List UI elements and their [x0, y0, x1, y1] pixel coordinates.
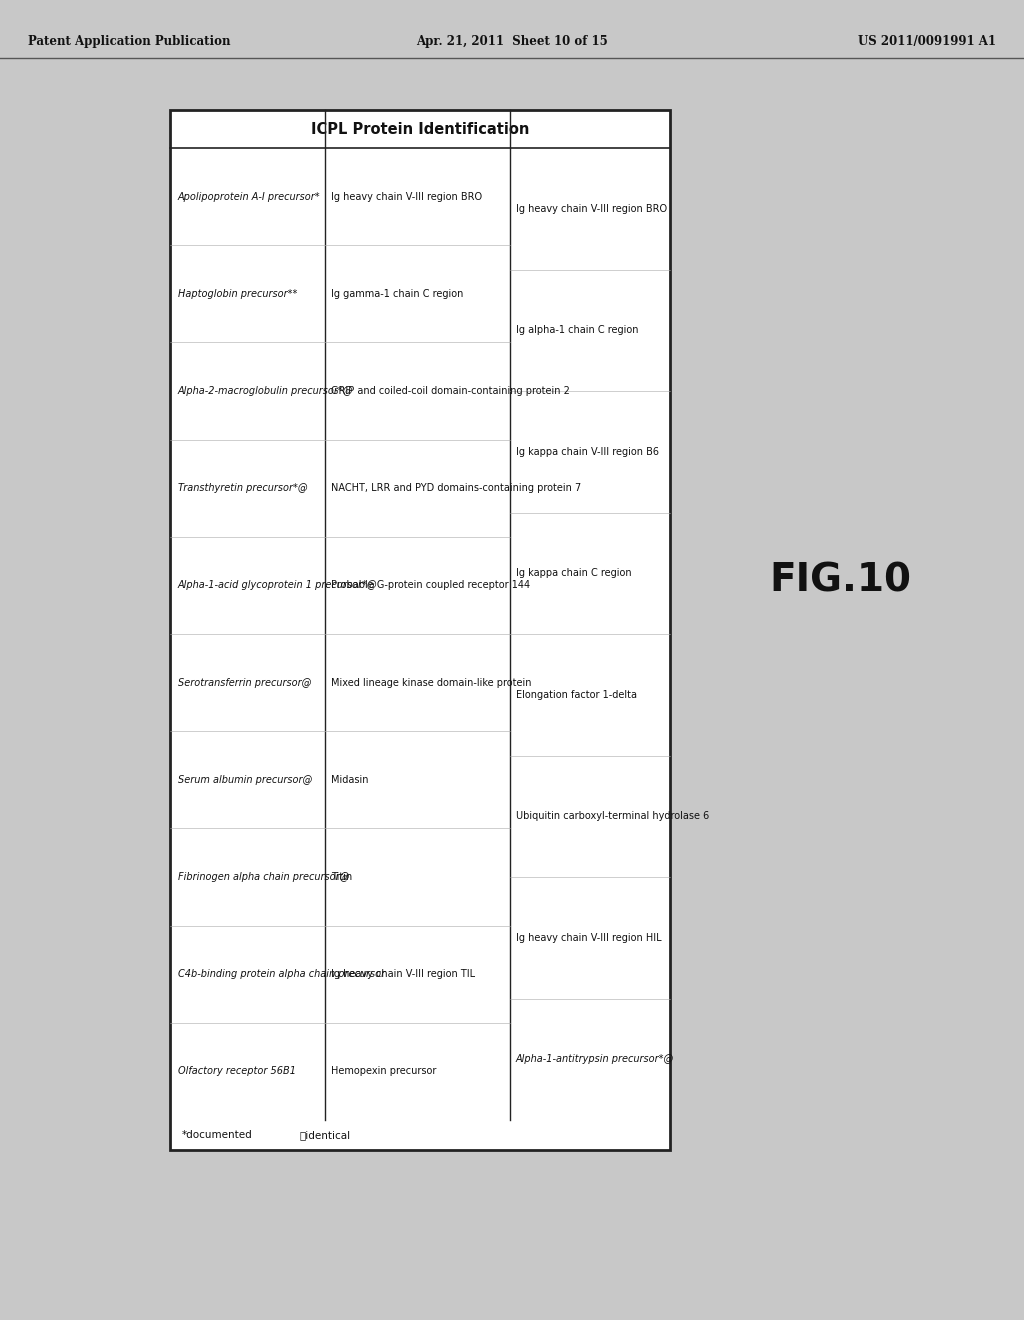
- Text: Ig alpha-1 chain C region: Ig alpha-1 chain C region: [516, 325, 639, 335]
- Text: C4b-binding protein alpha chain precursor: C4b-binding protein alpha chain precurso…: [178, 969, 385, 979]
- Text: Ig heavy chain V-III region BRO: Ig heavy chain V-III region BRO: [516, 203, 667, 214]
- Text: Ig kappa chain V-III region B6: Ig kappa chain V-III region B6: [516, 446, 659, 457]
- Text: Serum albumin precursor@: Serum albumin precursor@: [178, 775, 312, 785]
- Text: Alpha-1-antitrypsin precursor*@: Alpha-1-antitrypsin precursor*@: [516, 1055, 674, 1064]
- Text: Ig heavy chain V-III region TIL: Ig heavy chain V-III region TIL: [331, 969, 475, 979]
- Text: Hemopexin precursor: Hemopexin precursor: [331, 1067, 436, 1076]
- Text: Ig heavy chain V-III region BRO: Ig heavy chain V-III region BRO: [331, 191, 482, 202]
- Bar: [170, 110, 670, 1150]
- Text: Patent Application Publication: Patent Application Publication: [28, 36, 230, 49]
- Text: Ig gamma-1 chain C region: Ig gamma-1 chain C region: [331, 289, 464, 298]
- Text: Haptoglobin precursor**: Haptoglobin precursor**: [178, 289, 297, 298]
- Text: Fibrinogen alpha chain precursor@: Fibrinogen alpha chain precursor@: [178, 873, 349, 882]
- Text: Midasin: Midasin: [331, 775, 369, 785]
- Text: Titin: Titin: [331, 873, 352, 882]
- Text: Ⓢidentical: Ⓢidentical: [300, 1130, 351, 1140]
- Text: Probable G-protein coupled receptor 144: Probable G-protein coupled receptor 144: [331, 581, 530, 590]
- Text: Alpha-1-acid glycoprotein 1 precursor*@: Alpha-1-acid glycoprotein 1 precursor*@: [178, 581, 378, 590]
- Text: Mixed lineage kinase domain-like protein: Mixed lineage kinase domain-like protein: [331, 677, 531, 688]
- Text: Ig heavy chain V-III region HIL: Ig heavy chain V-III region HIL: [516, 933, 662, 942]
- Text: US 2011/0091991 A1: US 2011/0091991 A1: [858, 36, 996, 49]
- Text: Apolipoprotein A-I precursor*: Apolipoprotein A-I precursor*: [178, 191, 321, 202]
- Text: Ubiquitin carboxyl-terminal hydrolase 6: Ubiquitin carboxyl-terminal hydrolase 6: [516, 812, 710, 821]
- Text: Transthyretin precursor*@: Transthyretin precursor*@: [178, 483, 307, 494]
- Text: GRIP and coiled-coil domain-containing protein 2: GRIP and coiled-coil domain-containing p…: [331, 385, 570, 396]
- Text: Apr. 21, 2011  Sheet 10 of 15: Apr. 21, 2011 Sheet 10 of 15: [416, 36, 608, 49]
- Text: Elongation factor 1-delta: Elongation factor 1-delta: [516, 690, 637, 700]
- Text: Olfactory receptor 56B1: Olfactory receptor 56B1: [178, 1067, 296, 1076]
- Text: FIG.10: FIG.10: [769, 561, 911, 599]
- Text: ICPL Protein Identification: ICPL Protein Identification: [311, 121, 529, 136]
- Text: Serotransferrin precursor@: Serotransferrin precursor@: [178, 677, 311, 688]
- Text: NACHT, LRR and PYD domains-containing protein 7: NACHT, LRR and PYD domains-containing pr…: [331, 483, 582, 494]
- Text: Ig kappa chain C region: Ig kappa chain C region: [516, 568, 632, 578]
- Text: Alpha-2-macroglobulin precursor*@: Alpha-2-macroglobulin precursor*@: [178, 385, 353, 396]
- Text: *documented: *documented: [182, 1130, 253, 1140]
